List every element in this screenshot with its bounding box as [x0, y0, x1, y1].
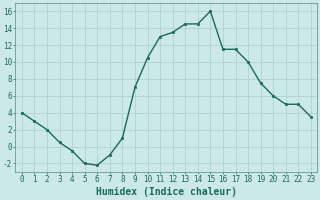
X-axis label: Humidex (Indice chaleur): Humidex (Indice chaleur): [96, 187, 237, 197]
